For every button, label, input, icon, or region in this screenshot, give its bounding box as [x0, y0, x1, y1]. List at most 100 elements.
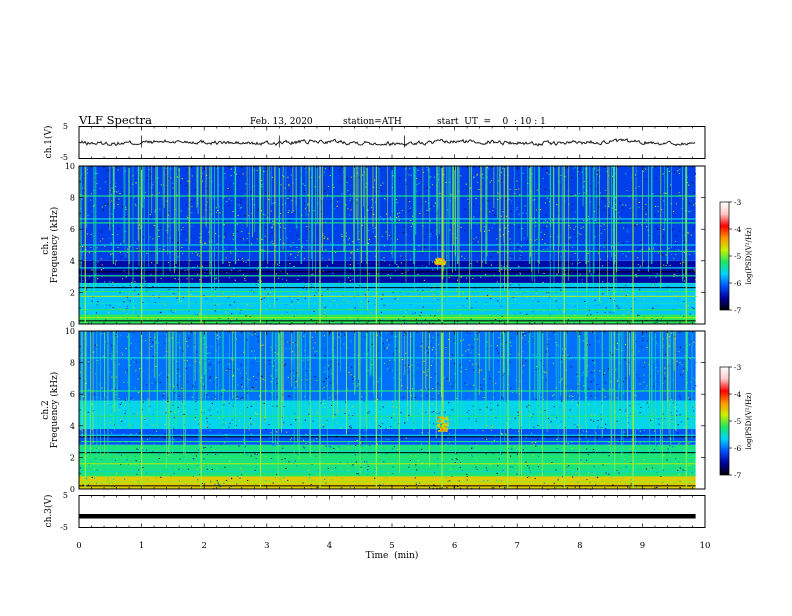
spectrogram-cell [242, 228, 243, 229]
spectrogram-cell [501, 397, 502, 398]
spectrogram-cell [471, 447, 472, 448]
spectrogram-cell [667, 293, 668, 294]
spectrogram-cell [658, 252, 659, 253]
spectrogram-cell [137, 379, 138, 380]
spectrogram-cell [439, 237, 440, 238]
spectrogram-cell [257, 414, 258, 415]
sferic-line [527, 166, 528, 237]
spectrogram-cell [503, 466, 504, 467]
spectrogram-cell [86, 230, 87, 231]
spectrogram-cell [248, 191, 249, 192]
spectrogram-cell [216, 468, 217, 469]
spectrogram-cell [510, 362, 511, 363]
spectrogram-cell [410, 259, 411, 260]
spectrogram-cell [373, 228, 374, 229]
sferic-line [358, 166, 359, 241]
spectrogram-cell [635, 274, 636, 275]
spectrogram-cell [164, 246, 165, 247]
sferic-line [222, 166, 223, 264]
spectrogram-cell [421, 413, 422, 414]
spectrogram-cell [238, 446, 239, 447]
spectrogram-cell [229, 461, 230, 462]
spectrogram-cell [207, 256, 208, 257]
spectrogram-cell [194, 199, 195, 200]
spectrogram-cell [251, 420, 252, 421]
spectrogram-cell [512, 462, 513, 463]
spectrogram-cell [402, 273, 403, 274]
spectrogram-cell [532, 442, 533, 443]
spectrogram-cell [517, 454, 518, 455]
spectrogram-cell [558, 479, 559, 480]
spectrogram-cell [375, 236, 376, 237]
spectrogram-cell [477, 261, 478, 262]
sferic-line [587, 166, 588, 291]
spectrogram-cell [412, 223, 413, 224]
spectrogram-cell [511, 345, 512, 346]
spectrogram-cell [170, 310, 171, 311]
spectrogram-cell [598, 170, 599, 171]
spectrogram-cell [545, 243, 546, 244]
spectrogram-cell [154, 246, 155, 247]
spectrogram-cell [411, 365, 412, 366]
spectrogram-cell [186, 319, 187, 320]
spectrogram-cell [560, 256, 561, 257]
spectrogram-cell [142, 302, 143, 303]
spectrogram-cell [571, 273, 572, 274]
spectrogram-cell [207, 469, 208, 470]
spectrogram-cell [661, 318, 662, 319]
tone-line [79, 244, 696, 245]
spectrogram-cell [505, 227, 506, 228]
spectrogram-cell [285, 458, 286, 459]
spectrogram-cell [620, 203, 621, 204]
spectrogram-cell [146, 384, 147, 385]
spectrogram-cell [233, 403, 234, 404]
spectrogram-cell [382, 236, 383, 237]
spectrogram-cell [115, 191, 116, 192]
spectrogram-cell [536, 209, 537, 210]
spectrogram-cell [491, 180, 492, 181]
spectrogram-cell [265, 260, 266, 261]
spectrogram-cell [581, 167, 582, 168]
spectrogram-cell [638, 360, 639, 361]
spectrogram-cell [425, 201, 426, 202]
spectrogram-cell [295, 342, 296, 343]
spectrogram-cell [579, 262, 580, 263]
spectrogram-cell [390, 261, 391, 262]
spectrogram-cell [628, 252, 629, 253]
spectrogram-cell [294, 316, 295, 317]
spectrogram-cell [109, 483, 110, 484]
sferic-line [373, 166, 374, 227]
spectrogram-cell [652, 298, 653, 299]
spectrogram-cell [670, 188, 671, 189]
spectrogram-cell [117, 247, 118, 248]
spectrogram-cell [328, 377, 329, 378]
spectrogram-cell [377, 185, 378, 186]
spectrogram-cell [186, 185, 187, 186]
spectrogram-cell [100, 231, 101, 232]
spectrogram-cell [491, 264, 492, 265]
spectrogram-cell [638, 264, 639, 265]
spectrogram-cell [625, 226, 626, 227]
spectrogram-cell [512, 214, 513, 215]
spectrogram-cell [245, 170, 246, 171]
spectrogram-cell [293, 370, 294, 371]
spectrogram-cell [491, 443, 492, 444]
spectrogram-cell [383, 343, 384, 344]
spectrogram-cell [161, 300, 162, 301]
spectrogram-cell [501, 269, 502, 270]
spectrogram-cell [348, 374, 349, 375]
sferic-line [594, 166, 595, 273]
spectrogram-cell [374, 256, 375, 257]
spectrogram-cell [526, 473, 527, 474]
spectrogram-cell [236, 258, 237, 259]
sferic-line [562, 166, 563, 297]
sferic-line [283, 166, 284, 250]
spectrogram-cell [111, 359, 112, 360]
spectrogram-cell [484, 378, 485, 379]
spectrogram-cell [624, 359, 625, 360]
spectrogram-cell [533, 249, 534, 250]
spectrogram-cell [133, 413, 134, 414]
spectrogram-cell [676, 352, 677, 353]
spectrogram-cell [269, 480, 270, 481]
spectrogram-cell [350, 200, 351, 201]
